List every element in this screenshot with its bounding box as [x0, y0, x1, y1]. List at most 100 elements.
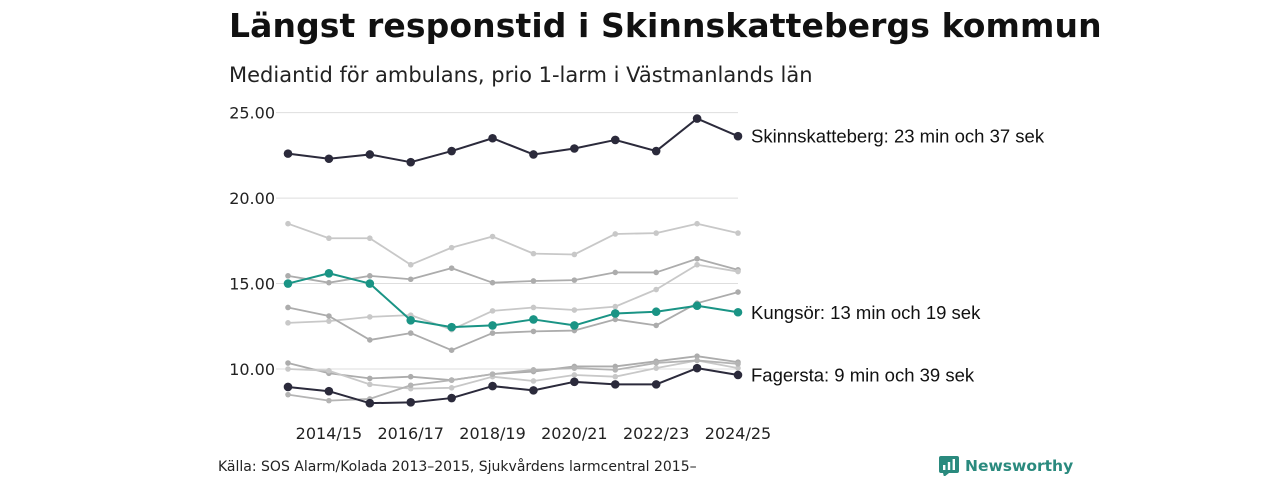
brand[interactable]: Newsworthy — [939, 456, 1073, 476]
series-label: Kungsör: 13 min och 19 sek — [751, 302, 981, 323]
data-point — [407, 330, 414, 336]
data-point — [407, 382, 414, 389]
data-point — [488, 133, 497, 143]
data-point — [448, 385, 455, 391]
y-tick-label: 25.00 — [229, 104, 275, 123]
data-point — [489, 308, 496, 314]
data-point — [735, 365, 741, 371]
data-point — [735, 289, 741, 295]
data-point — [367, 314, 373, 320]
data-point — [612, 316, 619, 323]
data-point — [694, 255, 700, 262]
data-point — [571, 365, 578, 371]
series-label: Fagersta: 9 min och 39 sek — [751, 364, 975, 385]
data-point — [610, 380, 620, 389]
series-line — [287, 367, 739, 405]
data-point — [733, 307, 743, 317]
data-point — [365, 398, 375, 408]
data-point — [733, 131, 743, 141]
data-point — [653, 286, 659, 293]
data-point — [448, 265, 455, 271]
data-point — [694, 353, 700, 359]
data-point — [651, 307, 661, 317]
data-point — [285, 366, 291, 372]
data-point — [735, 268, 741, 275]
series-skinnskatteberg: Skinnskatteberg: 23 min och 37 sek — [283, 114, 1045, 167]
series-övrig-kommun-b — [285, 255, 741, 286]
data-point — [651, 380, 661, 389]
data-point — [283, 382, 293, 392]
y-tick-label: 20.00 — [229, 189, 275, 208]
series-övrig-kommun-a — [285, 220, 741, 268]
data-point — [407, 261, 414, 268]
data-point — [285, 273, 291, 279]
data-point — [612, 303, 619, 310]
data-point — [324, 268, 334, 278]
data-point — [530, 304, 537, 311]
y-tick-label: 15.00 — [229, 275, 275, 294]
data-point — [610, 309, 620, 318]
x-tick-label: 2016/17 — [377, 424, 443, 443]
data-point — [489, 371, 496, 377]
data-point — [653, 322, 659, 329]
x-tick-label: 2022/23 — [623, 424, 689, 443]
x-tick-label: 2020/21 — [541, 424, 607, 443]
series-line — [287, 291, 739, 352]
data-point — [733, 370, 743, 380]
data-point — [367, 337, 373, 343]
data-point — [530, 250, 537, 257]
data-point — [448, 377, 455, 383]
data-point — [406, 315, 416, 325]
data-point — [326, 279, 332, 286]
data-point — [530, 278, 537, 284]
source-note: Källa: SOS Alarm/Kolada 2013–2015, Sjukv… — [218, 459, 697, 475]
data-point — [448, 347, 455, 353]
series-line — [287, 222, 739, 266]
data-point — [570, 377, 579, 387]
data-point — [489, 279, 496, 286]
data-point — [447, 322, 456, 332]
data-point — [324, 386, 334, 396]
data-point — [488, 321, 497, 330]
data-point — [570, 321, 579, 330]
data-point — [285, 360, 291, 366]
series-övrig-kommun-c — [285, 261, 741, 333]
data-point — [735, 361, 741, 367]
series-line — [287, 257, 739, 284]
data-point — [326, 235, 332, 242]
series-övrig-kommun-g — [285, 357, 741, 404]
data-point — [653, 269, 659, 276]
data-point — [571, 372, 578, 378]
data-point — [735, 230, 741, 236]
data-point — [326, 397, 332, 404]
data-point — [692, 114, 702, 123]
data-point — [529, 315, 538, 324]
data-point — [488, 381, 497, 391]
x-tick-label: 2024/25 — [705, 424, 771, 443]
data-point — [285, 304, 291, 311]
data-point — [530, 378, 537, 384]
data-point — [612, 367, 619, 373]
chart-title: Längst responstid i Skinnskattebergs kom… — [229, 6, 1102, 45]
data-point — [283, 279, 293, 288]
series-line — [287, 359, 739, 402]
series-line — [287, 355, 739, 382]
data-point — [529, 386, 538, 395]
data-point — [530, 367, 537, 373]
data-point — [653, 365, 659, 371]
newsworthy-logo-icon — [939, 456, 959, 476]
data-point — [367, 375, 373, 382]
data-point — [612, 231, 619, 237]
x-tick-label: 2014/15 — [296, 424, 362, 443]
data-point — [694, 261, 700, 268]
data-point — [365, 279, 375, 288]
data-point — [653, 360, 659, 366]
data-point — [610, 135, 620, 145]
data-point — [571, 307, 578, 313]
data-point — [407, 276, 414, 283]
data-point — [570, 144, 579, 153]
data-point — [448, 244, 455, 251]
data-point — [406, 157, 416, 167]
series-övrig-kommun-d — [285, 289, 741, 353]
